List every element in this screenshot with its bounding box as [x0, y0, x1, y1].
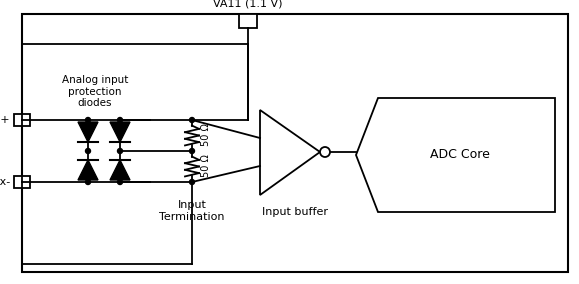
Text: 50 Ω: 50 Ω [201, 124, 211, 147]
Circle shape [189, 118, 195, 122]
Bar [239, 14, 257, 28]
Text: Analog input
protection
diodes: Analog input protection diodes [62, 75, 128, 108]
Circle shape [189, 179, 195, 185]
Circle shape [118, 179, 123, 185]
Circle shape [118, 149, 123, 153]
Text: INx-: INx- [0, 177, 11, 187]
Circle shape [86, 118, 90, 122]
Circle shape [86, 149, 90, 153]
Text: 50 Ω: 50 Ω [201, 154, 211, 178]
Polygon shape [110, 122, 130, 142]
Text: VA11 (1.1 V): VA11 (1.1 V) [213, 0, 283, 8]
Circle shape [320, 147, 330, 157]
Circle shape [118, 118, 123, 122]
Polygon shape [78, 122, 98, 142]
Text: Input
Termination: Input Termination [159, 200, 225, 222]
Bar [14, 176, 30, 188]
Text: Input buffer: Input buffer [262, 207, 328, 217]
Text: INx+: INx+ [0, 115, 11, 125]
Bar [14, 114, 30, 126]
Polygon shape [356, 98, 555, 212]
Polygon shape [110, 160, 130, 180]
Polygon shape [78, 160, 98, 180]
Polygon shape [260, 110, 320, 195]
Text: ADC Core: ADC Core [430, 149, 490, 162]
Circle shape [189, 149, 195, 153]
Circle shape [86, 179, 90, 185]
